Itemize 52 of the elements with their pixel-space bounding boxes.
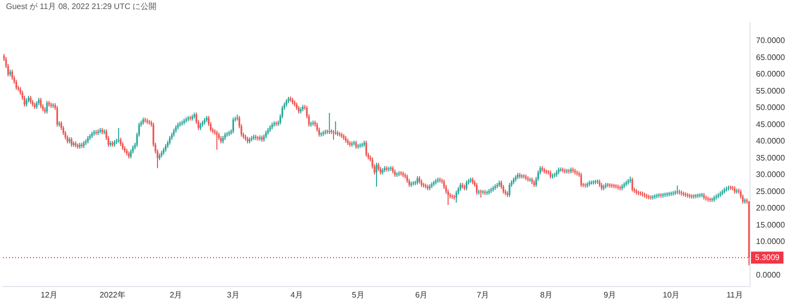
x-tick-label: 8月	[540, 290, 553, 300]
y-tick-label: 45.0000	[756, 120, 786, 129]
x-tick-label: 9月	[604, 290, 616, 300]
candlestick	[632, 177, 634, 192]
candlestick	[740, 189, 742, 200]
y-tick-label: 55.0000	[756, 86, 786, 96]
candlestick	[62, 125, 64, 136]
candlestick	[455, 190, 458, 204]
candlestick	[580, 172, 582, 188]
candlestick	[376, 162, 378, 188]
x-tick-label: 7月	[476, 290, 490, 300]
candlestick	[130, 148, 132, 159]
x-tick-label: 3月	[226, 290, 240, 300]
candlestick	[447, 189, 449, 206]
x-tick-label: 4月	[290, 290, 303, 300]
candlestick	[216, 130, 218, 150]
y-tick-label: 35.0000	[756, 153, 786, 162]
x-tick-label: 5月	[352, 290, 364, 300]
candlestick	[365, 140, 368, 158]
y-tick-label: 20.0000	[756, 204, 786, 213]
x-tick-label: 10月	[662, 290, 680, 300]
y-tick-label: 60.0000	[756, 70, 786, 79]
candlestick	[232, 117, 234, 134]
y-tick-label: 40.0000	[756, 136, 786, 146]
candlestick	[11, 69, 14, 80]
ref-line-label: 5.3009	[755, 252, 780, 262]
candlestick	[508, 182, 510, 198]
y-tick-label: 65.0000	[756, 52, 786, 62]
chart-title: Guest が 11月 08, 2022 21:29 UTC に公開	[6, 1, 157, 12]
x-tick-label: 6月	[415, 290, 428, 300]
x-tick-label: 2月	[170, 290, 182, 300]
candlestick	[24, 95, 26, 108]
y-tick-label: 70.0000	[756, 36, 786, 46]
x-tick-label: 2022年	[100, 290, 126, 300]
candlestick	[466, 180, 468, 191]
y-tick-label: 0.0000	[756, 270, 782, 280]
y-tick-label: 15.0000	[756, 220, 786, 230]
candlestick	[476, 182, 478, 196]
y-tick-label: 50.0000	[756, 103, 786, 112]
y-tick-label: 30.0000	[756, 170, 786, 180]
candlestick	[316, 122, 318, 132]
candlestick	[334, 120, 336, 136]
candlestick	[70, 136, 72, 148]
candlestick	[46, 100, 48, 114]
x-tick-label: 12月	[40, 290, 58, 300]
y-tick-label: 25.0000	[756, 186, 786, 196]
y-tick-label: 10.0000	[756, 237, 786, 246]
candlestick	[15, 79, 18, 90]
candlestick	[332, 129, 334, 140]
candlestick	[56, 105, 58, 128]
candlestick	[443, 179, 445, 190]
x-tick-label: 11月	[726, 290, 743, 300]
